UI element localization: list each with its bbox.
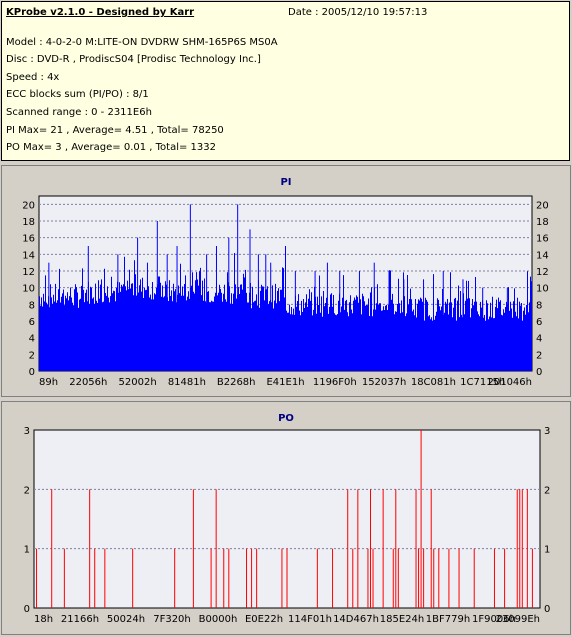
pi-y-tick-right: 10 bbox=[536, 284, 549, 295]
pi-y-tick-right: 14 bbox=[536, 250, 549, 261]
info-panel: KProbe v2.1.0 - Designed by Karr Date : … bbox=[1, 1, 570, 161]
pi-x-tick-label: 81481h bbox=[168, 377, 206, 388]
po-y-tick-right: 3 bbox=[544, 426, 550, 437]
po-chart-panel: PO 0 0 1 1 2 2 3 3 18h 21166h 50024h 7F320h B0000h E0… bbox=[1, 401, 571, 635]
po-x-tick-label: 1BF779h bbox=[426, 614, 470, 625]
pi-x-tick-label: 89h bbox=[39, 377, 58, 388]
pi-y-tick-left: 0 bbox=[29, 367, 35, 378]
pi-y-tick-right: 20 bbox=[536, 200, 549, 211]
disc-line: Disc : DVD-R , ProdiscS04 [Prodisc Techn… bbox=[6, 54, 261, 65]
scan-date: Date : 2005/12/10 19:57:13 bbox=[288, 7, 428, 18]
pi-y-tick-left: 14 bbox=[22, 250, 35, 261]
po-chart: PO 0 0 1 1 2 2 3 3 18h 21166h 50024h 7F320h B0000h E0… bbox=[24, 413, 551, 625]
po-x-tick-label: 1F9006h bbox=[472, 614, 516, 625]
pi-y-tick-left: 18 bbox=[22, 217, 35, 228]
po-x-tick-label: 50024h bbox=[107, 614, 145, 625]
pi-stats-line: PI Max= 21 , Average= 4.51 , Total= 7825… bbox=[6, 125, 224, 136]
pi-y-tick-left: 16 bbox=[22, 234, 35, 245]
pi-chart-title: PI bbox=[280, 177, 291, 188]
pi-x-tick-label: 201046h bbox=[487, 377, 532, 388]
pi-y-tick-left: 6 bbox=[29, 317, 35, 328]
pi-x-tick-label: 18C081h bbox=[411, 377, 456, 388]
pi-y-tick-right: 8 bbox=[536, 300, 542, 311]
po-chart-title: PO bbox=[278, 413, 294, 424]
pi-x-tick-label: 22056h bbox=[69, 377, 107, 388]
po-x-tick-label: 23099Eh bbox=[496, 614, 540, 625]
pi-y-tick-left: 20 bbox=[22, 200, 35, 211]
po-x-tick-label: B0000h bbox=[199, 614, 238, 625]
pi-x-tick-label: 1196F0h bbox=[313, 377, 357, 388]
po-x-tick-label: E0E22h bbox=[245, 614, 283, 625]
pi-y-tick-right: 16 bbox=[536, 234, 549, 245]
po-y-tick-right: 1 bbox=[544, 545, 550, 556]
pi-x-tick-label: B2268h bbox=[217, 377, 256, 388]
po-y-tick-left: 2 bbox=[24, 485, 30, 496]
po-x-tick-label: 185E24h bbox=[380, 614, 424, 625]
scanned-range-line: Scanned range : 0 - 2311E6h bbox=[6, 107, 152, 118]
pi-x-tick-label: E41E1h bbox=[266, 377, 304, 388]
po-x-tick-label: 7F320h bbox=[153, 614, 191, 625]
po-y-tick-left: 0 bbox=[24, 604, 30, 615]
pi-x-tick-label: 52002h bbox=[119, 377, 157, 388]
po-y-tick-right: 0 bbox=[544, 604, 550, 615]
pi-x-tick-label: 152037h bbox=[362, 377, 407, 388]
pi-chart-panel: PI 0 0 2 2 4 4 6 6 8 8 10 10 12 12 14 14 16 16 18 18 20 20 89h… bbox=[1, 165, 571, 397]
pi-y-tick-right: 12 bbox=[536, 267, 549, 278]
po-x-tick-label: 18h bbox=[34, 614, 53, 625]
pi-y-tick-right: 2 bbox=[536, 350, 542, 361]
po-y-tick-left: 3 bbox=[24, 426, 30, 437]
pi-y-tick-left: 10 bbox=[22, 284, 35, 295]
po-x-tick-label: 14D467h bbox=[333, 614, 379, 625]
pi-y-tick-left: 12 bbox=[22, 267, 35, 278]
pi-y-tick-right: 18 bbox=[536, 217, 549, 228]
po-stats-line: PO Max= 3 , Average= 0.01 , Total= 1332 bbox=[6, 142, 216, 153]
pi-y-tick-left: 4 bbox=[29, 334, 35, 345]
po-x-tick-label: 114F01h bbox=[288, 614, 332, 625]
pi-y-tick-left: 2 bbox=[29, 350, 35, 361]
ecc-sum-line: ECC blocks sum (PI/PO) : 8/1 bbox=[6, 89, 149, 100]
pi-x-tick-label: 1C7115h bbox=[460, 377, 505, 388]
model-line: Model : 4-0-2-0 M:LITE-ON DVDRW SHM-165P… bbox=[6, 37, 278, 48]
speed-line: Speed : 4x bbox=[6, 72, 60, 83]
pi-y-tick-right: 4 bbox=[536, 334, 542, 345]
pi-y-tick-left: 8 bbox=[29, 300, 35, 311]
pi-chart: PI 0 0 2 2 4 4 6 6 8 8 10 10 12 12 14 14 16 16 18 18 20 20 89h… bbox=[22, 177, 549, 388]
po-y-tick-left: 1 bbox=[24, 545, 30, 556]
pi-y-tick-right: 0 bbox=[536, 367, 542, 378]
pi-y-tick-right: 6 bbox=[536, 317, 542, 328]
app-title: KProbe v2.1.0 - Designed by Karr bbox=[6, 7, 195, 18]
po-y-tick-right: 2 bbox=[544, 485, 550, 496]
po-x-tick-label: 21166h bbox=[61, 614, 99, 625]
